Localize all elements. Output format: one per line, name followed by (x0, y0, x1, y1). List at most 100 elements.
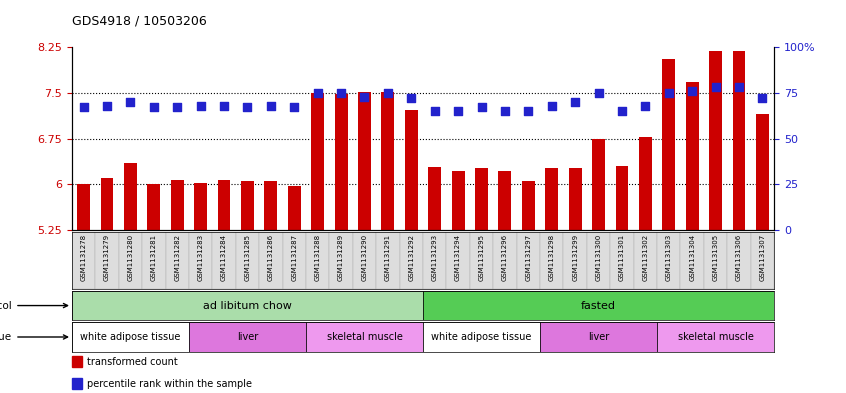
Text: ad libitum chow: ad libitum chow (203, 301, 292, 310)
Point (428, 108, 442, 114)
Point (452, 108, 465, 114)
Bar (358, 92, 371, 230)
Point (100, 103, 113, 109)
Point (334, 90, 348, 96)
Bar (189, 322, 306, 352)
Text: protocol: protocol (0, 301, 68, 310)
Text: skeletal muscle: skeletal muscle (678, 332, 754, 342)
Bar (470, 232, 493, 289)
Point (288, 104, 301, 110)
Point (381, 90, 394, 96)
Point (404, 95, 418, 101)
Text: GSM1131303: GSM1131303 (666, 233, 672, 281)
Bar (428, 167, 441, 230)
Text: fasted: fasted (581, 301, 616, 310)
Text: GSM1131278: GSM1131278 (80, 233, 86, 281)
Text: GSM1131290: GSM1131290 (361, 233, 367, 281)
Text: GSM1131307: GSM1131307 (760, 233, 766, 281)
Bar (704, 232, 728, 289)
Point (194, 103, 207, 109)
Text: GSM1131285: GSM1131285 (244, 233, 250, 281)
Text: GSM1131281: GSM1131281 (151, 233, 157, 281)
Text: GSM1131299: GSM1131299 (572, 233, 578, 281)
Text: GSM1131304: GSM1131304 (689, 233, 695, 281)
Point (639, 103, 652, 109)
Text: white adipose tissue: white adipose tissue (80, 332, 180, 342)
Bar (563, 232, 587, 289)
Point (733, 84, 746, 90)
Bar (587, 232, 610, 289)
Point (685, 88, 699, 94)
Point (755, 95, 769, 101)
Bar (405, 110, 418, 230)
Bar (353, 232, 376, 289)
Text: GSM1131293: GSM1131293 (431, 233, 437, 281)
Bar (329, 232, 353, 289)
Bar (493, 232, 517, 289)
Bar (259, 232, 283, 289)
Text: GSM1131294: GSM1131294 (455, 233, 461, 281)
Text: GSM1131279: GSM1131279 (104, 233, 110, 281)
Bar (423, 291, 774, 320)
Bar (72, 322, 189, 352)
Text: white adipose tissue: white adipose tissue (431, 332, 531, 342)
Text: liver: liver (237, 332, 258, 342)
Bar (423, 232, 447, 289)
Text: tissue: tissue (0, 332, 68, 342)
Bar (195, 183, 207, 230)
Bar (423, 322, 540, 352)
Text: GSM1131280: GSM1131280 (128, 233, 134, 281)
Point (569, 99, 582, 105)
Text: GSM1131288: GSM1131288 (315, 233, 321, 281)
Text: transformed count: transformed count (87, 357, 178, 367)
Point (264, 103, 277, 109)
Bar (447, 232, 470, 289)
Bar (288, 186, 300, 230)
Point (615, 108, 629, 114)
Text: GDS4918 / 10503206: GDS4918 / 10503206 (72, 15, 206, 28)
Point (124, 99, 137, 105)
Text: GSM1131289: GSM1131289 (338, 233, 344, 281)
Point (498, 108, 512, 114)
Point (147, 104, 161, 110)
Bar (236, 232, 259, 289)
Bar (657, 232, 680, 289)
Bar (498, 171, 511, 230)
Text: GSM1131300: GSM1131300 (596, 233, 602, 281)
Text: GSM1131283: GSM1131283 (198, 233, 204, 281)
Bar (662, 59, 675, 230)
Text: GSM1131297: GSM1131297 (525, 233, 531, 281)
Bar (399, 232, 423, 289)
Text: GSM1131305: GSM1131305 (712, 233, 718, 281)
Bar (72, 291, 423, 320)
Bar (728, 232, 750, 289)
Bar (569, 168, 581, 230)
Bar (241, 181, 254, 230)
Text: GSM1131286: GSM1131286 (268, 233, 274, 281)
Bar (616, 166, 629, 230)
Bar (517, 232, 540, 289)
Point (662, 90, 675, 96)
Point (311, 90, 325, 96)
Text: GSM1131291: GSM1131291 (385, 233, 391, 281)
Bar (171, 180, 184, 230)
Bar (124, 163, 137, 230)
Text: GSM1131292: GSM1131292 (409, 233, 415, 281)
Bar (147, 184, 160, 230)
Bar (77, 184, 90, 230)
Text: GSM1131295: GSM1131295 (479, 233, 485, 281)
Bar (750, 232, 774, 289)
Bar (311, 93, 324, 230)
Point (709, 84, 722, 90)
Text: skeletal muscle: skeletal muscle (327, 332, 403, 342)
Text: liver: liver (588, 332, 609, 342)
Bar (686, 82, 699, 230)
Bar (101, 178, 113, 230)
Bar (634, 232, 657, 289)
Bar (709, 51, 722, 230)
Bar (540, 322, 657, 352)
Bar (657, 322, 774, 352)
Bar (680, 232, 704, 289)
Text: GSM1131282: GSM1131282 (174, 233, 180, 281)
Point (240, 104, 254, 110)
